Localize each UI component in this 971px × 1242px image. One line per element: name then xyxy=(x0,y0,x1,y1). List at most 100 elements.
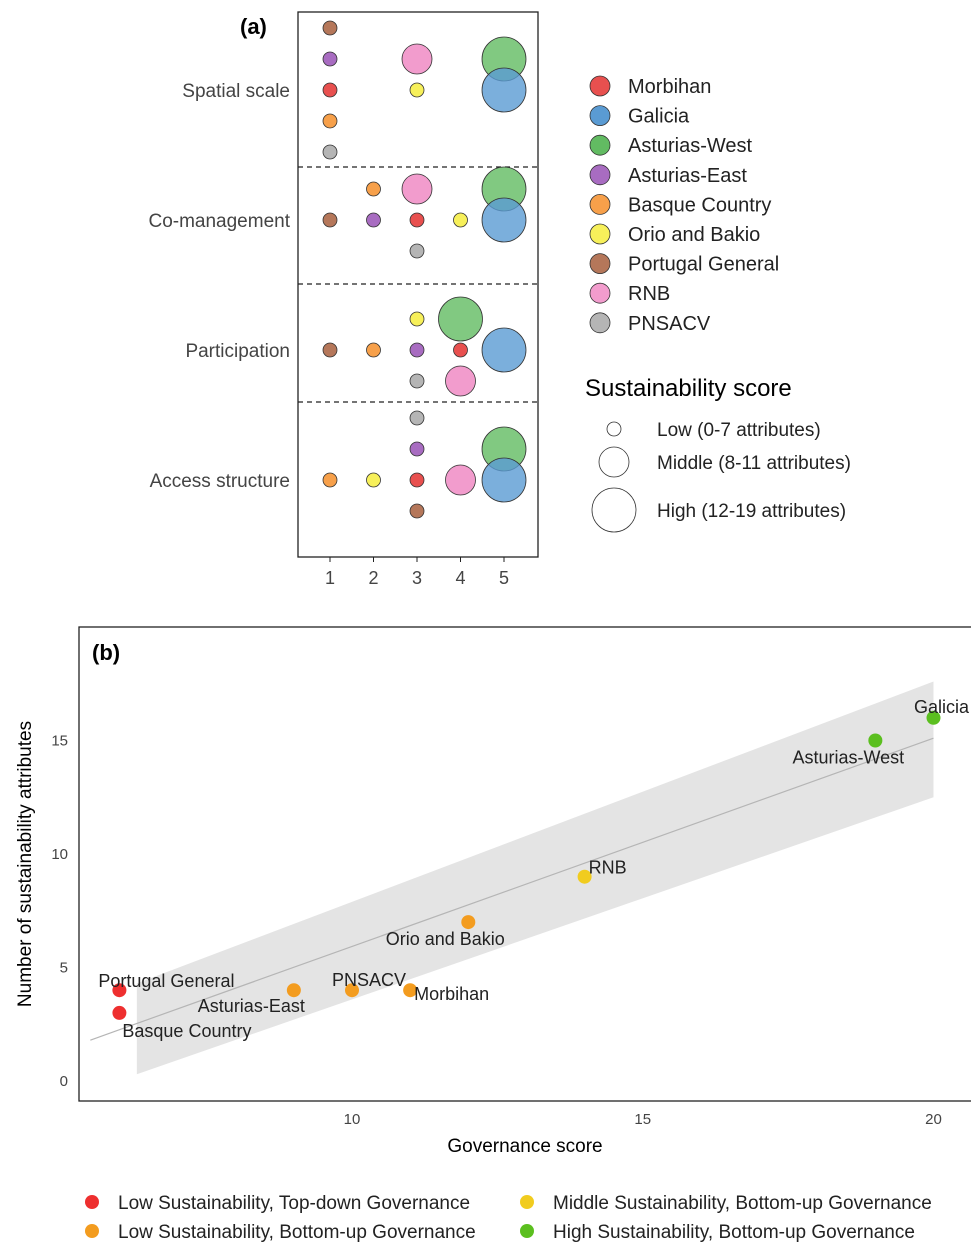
x-axis-label: Governance score xyxy=(447,1136,602,1157)
bubble-participation-asturias-west xyxy=(439,297,483,341)
panel-b-label: (b) xyxy=(92,640,120,665)
bubble-access-structure-rnb xyxy=(446,465,476,495)
trend-line xyxy=(90,738,933,1040)
point-label-orio-and-bakio: Orio and Bakio xyxy=(386,929,505,949)
panel-b-scatter-chart: (b) Portugal General Basque Country Asturi… xyxy=(15,627,971,1242)
bubble-spatial-scale-rnb xyxy=(402,44,432,74)
bubble-access-structure-portugal-general xyxy=(410,504,424,518)
bubble-participation-rnb xyxy=(446,366,476,396)
bubble-access-structure-orio-and-bakio xyxy=(367,473,381,487)
legend-key-low-topdown xyxy=(85,1195,99,1209)
x-tick-label: 20 xyxy=(925,1111,942,1128)
size-label-high: High (12-19 attributes) xyxy=(657,501,846,522)
panel-a-legend: Morbihan Galicia Asturias-West Asturias-Eas… xyxy=(585,76,851,532)
bubble-spatial-scale-basque-country xyxy=(323,114,337,128)
point-label-morbihan: Morbihan xyxy=(414,984,489,1004)
bubble-access-structure-morbihan xyxy=(410,473,424,487)
legend-key-asturias-east xyxy=(590,165,610,185)
point-basque-country xyxy=(112,1006,126,1020)
x-tick-label: 15 xyxy=(634,1111,651,1128)
size-label-low: Low (0-7 attributes) xyxy=(657,420,821,441)
x-tick-label: 1 xyxy=(325,568,335,588)
bubble-participation-basque-country xyxy=(367,343,381,357)
row-label-co-management: Co-management xyxy=(148,211,290,232)
legend-key-orio-and-bakio xyxy=(590,224,610,244)
size-key-low xyxy=(607,422,621,436)
point-label-portugal-general: Portugal General xyxy=(98,971,234,991)
row-label-spatial-scale: Spatial scale xyxy=(182,81,290,102)
panel-b-legend: Low Sustainability, Top-down Governance M… xyxy=(85,1193,932,1242)
x-tick-label: 3 xyxy=(412,568,422,588)
bubble-co-management-basque-country xyxy=(367,182,381,196)
bubble-participation-orio-and-bakio xyxy=(410,312,424,326)
x-tick-label: 2 xyxy=(368,568,378,588)
row-label-access-structure: Access structure xyxy=(150,471,290,492)
point-label-asturias-east: Asturias-East xyxy=(198,996,305,1016)
legend-label-asturias-east: Asturias-East xyxy=(628,165,747,187)
bubble-access-structure-pnsacv xyxy=(410,411,424,425)
legend-label-high-bottomup: High Sustainability, Bottom-up Governanc… xyxy=(553,1222,915,1242)
legend-label-low-bottomup: Low Sustainability, Bottom-up Governance xyxy=(118,1222,476,1242)
bubble-co-management-morbihan xyxy=(410,213,424,227)
legend-key-mid-bottomup xyxy=(520,1195,534,1209)
bubble-participation-morbihan xyxy=(454,343,468,357)
bubble-participation-pnsacv xyxy=(410,374,424,388)
legend-label-morbihan: Morbihan xyxy=(628,76,711,98)
x-tick-label: 10 xyxy=(344,1111,361,1128)
legend-label-portugal-general: Portugal General xyxy=(628,254,779,276)
bubble-co-management-pnsacv xyxy=(410,244,424,258)
bubble-access-structure-basque-country xyxy=(323,473,337,487)
panel-a-bubble-chart: (a) Spatial scale Co-management Participat… xyxy=(148,12,850,588)
size-key-high xyxy=(592,488,636,532)
x-tick-label: 4 xyxy=(455,568,465,588)
bubble-spatial-scale-galicia xyxy=(482,68,526,112)
bubble-spatial-scale-asturias-east xyxy=(323,52,337,66)
bubble-access-structure-galicia xyxy=(482,458,526,502)
legend-key-pnsacv xyxy=(590,313,610,333)
legend-label-asturias-west: Asturias-West xyxy=(628,135,753,157)
y-tick-label: 15 xyxy=(51,733,68,750)
bubble-access-structure-asturias-east xyxy=(410,442,424,456)
bubble-co-management-portugal-general xyxy=(323,213,337,227)
y-tick-label: 5 xyxy=(60,960,68,977)
point-label-rnb: RNB xyxy=(589,858,627,878)
point-label-pnsacv: PNSACV xyxy=(332,970,406,990)
legend-label-mid-bottomup: Middle Sustainability, Bottom-up Governa… xyxy=(553,1193,932,1214)
bubble-participation-asturias-east xyxy=(410,343,424,357)
legend-label-galicia: Galicia xyxy=(628,106,690,128)
bubble-co-management-asturias-east xyxy=(367,213,381,227)
legend-key-basque-country xyxy=(590,194,610,214)
size-key-middle xyxy=(599,447,629,477)
row-label-participation: Participation xyxy=(185,341,290,362)
size-label-middle: Middle (8-11 attributes) xyxy=(657,453,851,474)
legend-label-low-topdown: Low Sustainability, Top-down Governance xyxy=(118,1193,470,1214)
y-tick-label: 10 xyxy=(51,846,68,863)
legend-label-rnb: RNB xyxy=(628,283,670,305)
bubble-spatial-scale-portugal-general xyxy=(323,21,337,35)
legend-label-orio-and-bakio: Orio and Bakio xyxy=(628,224,760,246)
panel-a-label: (a) xyxy=(240,14,267,39)
point-asturias-west xyxy=(868,734,882,748)
point-orio-and-bakio xyxy=(461,915,475,929)
point-asturias-east xyxy=(287,983,301,997)
point-label-galicia: Galicia xyxy=(914,697,970,717)
legend-key-low-bottomup xyxy=(85,1224,99,1238)
legend-key-rnb xyxy=(590,283,610,303)
legend-key-asturias-west xyxy=(590,135,610,155)
legend-key-galicia xyxy=(590,106,610,126)
point-label-basque-country: Basque Country xyxy=(122,1021,251,1041)
size-legend-title: Sustainability score xyxy=(585,375,792,402)
x-tick-label: 5 xyxy=(499,568,509,588)
bubble-participation-portugal-general xyxy=(323,343,337,357)
y-axis-label: Number of sustainability attributes xyxy=(15,721,36,1007)
legend-key-high-bottomup xyxy=(520,1224,534,1238)
bubble-spatial-scale-orio-and-bakio xyxy=(410,83,424,97)
bubble-co-management-galicia xyxy=(482,198,526,242)
bubble-spatial-scale-morbihan xyxy=(323,83,337,97)
legend-label-pnsacv: PNSACV xyxy=(628,313,711,335)
legend-key-morbihan xyxy=(590,76,610,96)
point-label-asturias-west: Asturias-West xyxy=(792,748,904,768)
y-tick-label: 0 xyxy=(60,1073,68,1090)
legend-key-portugal-general xyxy=(590,254,610,274)
